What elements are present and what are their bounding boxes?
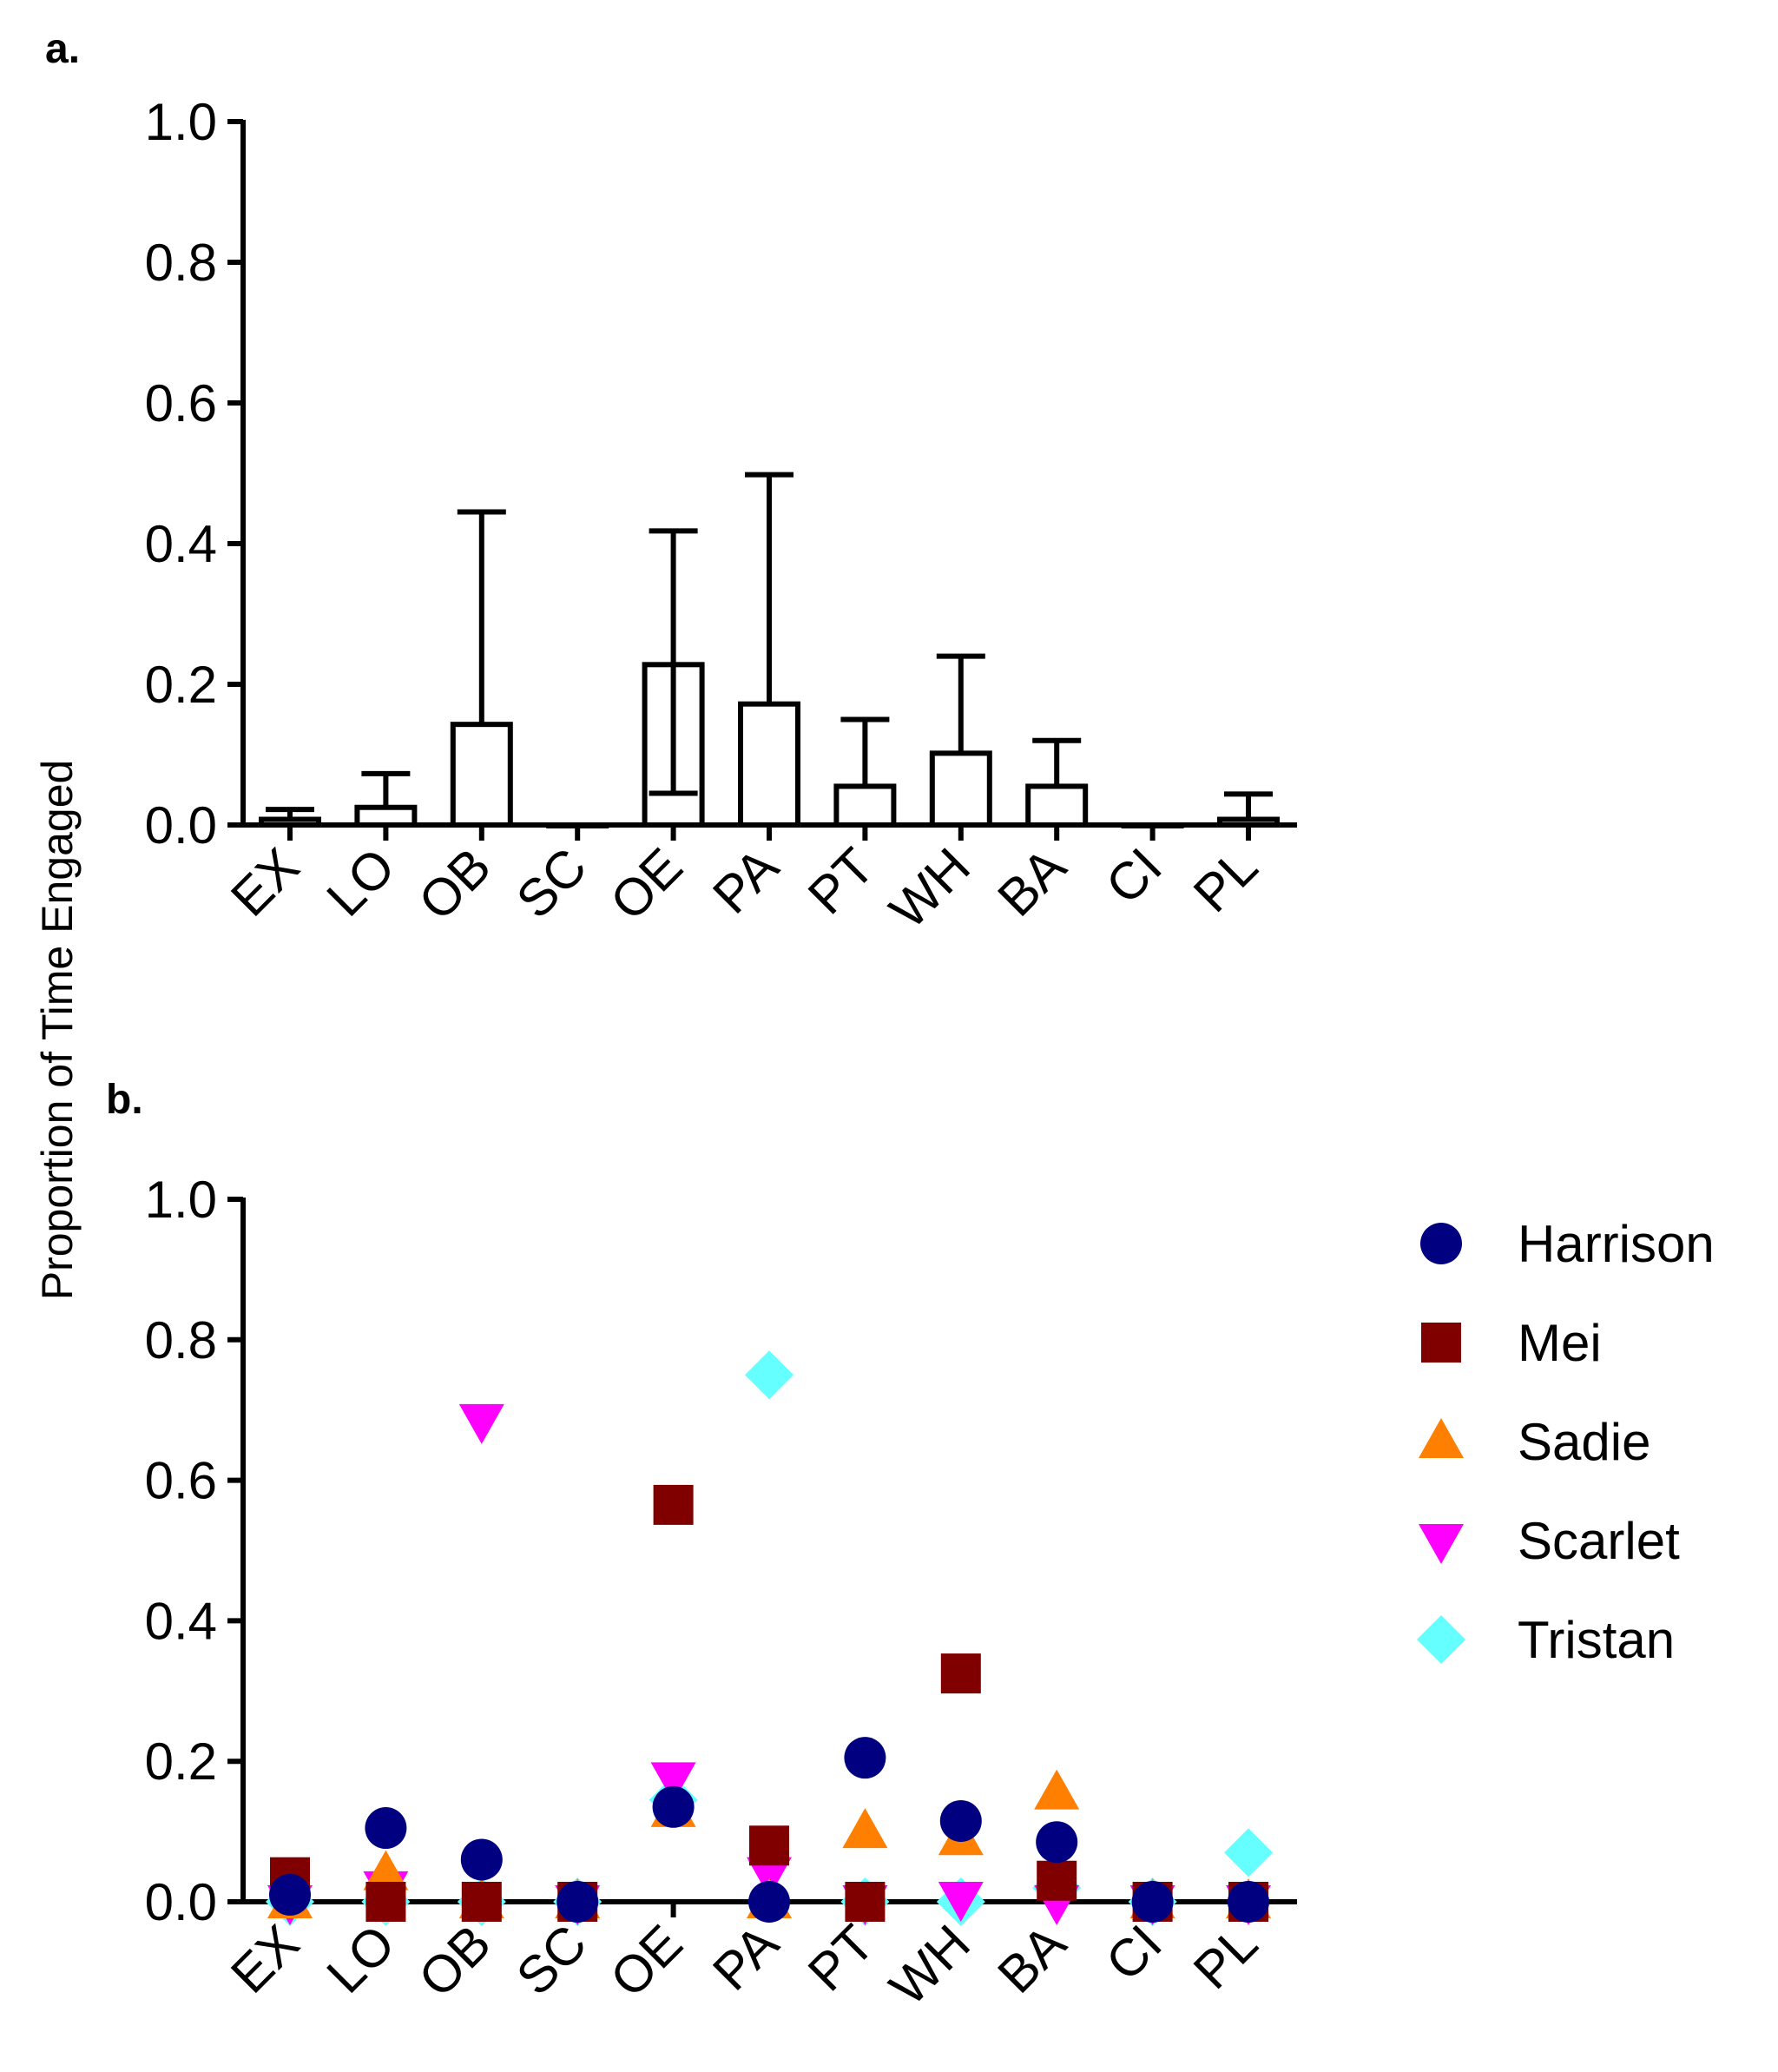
point-mei-OB (461, 1882, 502, 1922)
panel-b-label: b. (106, 1077, 143, 1123)
point-harrison-CI (1131, 1881, 1174, 1923)
legend-label-tristan: Tristan (1518, 1611, 1675, 1669)
legend: Harrison Mei Sadie Scarlet Tristan (1417, 1215, 1715, 1669)
panel-a-category-label: BA (986, 837, 1077, 927)
bar-LO (354, 804, 418, 828)
panel-b-y-tick-label: 0.0 (145, 1873, 217, 1931)
point-sadie-PT (842, 1808, 888, 1849)
bar-CI (1121, 822, 1184, 828)
bar-PL (1217, 816, 1280, 828)
point-harrison-LO (365, 1807, 407, 1850)
legend-label-scarlet: Scarlet (1518, 1512, 1680, 1570)
panel-a-y-tick-label: 0.8 (145, 234, 217, 292)
panel-b-y-tick-label: 1.0 (145, 1171, 217, 1229)
panel-a-category-label: WH (879, 837, 981, 940)
bar-WH (929, 750, 992, 828)
panel-b-category-label: WH (879, 1914, 981, 2016)
legend-marker-mei (1421, 1323, 1461, 1363)
panel-b-y-tick-label: 0.8 (145, 1311, 217, 1369)
bar-OB (450, 722, 513, 828)
panel-b-category-label: SC (505, 1914, 597, 2006)
point-scarlet-PA (747, 1857, 792, 1897)
bar-EX (259, 816, 321, 828)
point-scarlet-WH (938, 1881, 984, 1922)
point-harrison-OE (652, 1785, 695, 1828)
panel-a-category-label: PT (797, 837, 886, 926)
point-mei-OE (653, 1484, 694, 1525)
point-scarlet-OB (458, 1403, 504, 1444)
panel-b-category-label: CI (1095, 1914, 1173, 1992)
panel-a-category-label: OE (599, 837, 694, 932)
panel-b-category-label: OE (599, 1914, 694, 2009)
panel-a-category-label: CI (1095, 837, 1173, 915)
panel-a-y-tick-label: 1.0 (145, 93, 217, 151)
panel-b-category-label: PA (701, 1914, 789, 2002)
bar-SC (546, 822, 609, 828)
point-harrison-SC (556, 1881, 599, 1923)
legend-label-mei: Mei (1518, 1314, 1602, 1372)
panel-a-category-label: SC (505, 837, 597, 929)
point-harrison-PT (844, 1737, 886, 1779)
point-harrison-EX (269, 1873, 311, 1916)
legend-marker-harrison (1420, 1223, 1462, 1264)
point-harrison-PA (748, 1881, 790, 1923)
panel-b-category-label: BA (986, 1914, 1077, 2004)
point-mei-PT (845, 1882, 886, 1922)
point-mei-WH (940, 1653, 981, 1694)
point-mei-BA (1037, 1860, 1077, 1901)
legend-label-sadie: Sadie (1518, 1413, 1650, 1471)
panel-a-category-label: PL (1182, 837, 1268, 923)
panel-a-category-label: PA (701, 837, 789, 925)
panel-a-category-label: OB (407, 837, 502, 932)
bar-PA (738, 701, 800, 828)
point-harrison-BA (1036, 1821, 1078, 1864)
point-harrison-OB (460, 1838, 503, 1881)
panel-b-y-tick-label: 0.2 (145, 1732, 217, 1791)
legend-marker-sadie (1419, 1418, 1464, 1458)
panel-b-y-tick-label: 0.6 (145, 1452, 217, 1510)
point-mei-PA (749, 1825, 789, 1866)
point-tristan-PL (1224, 1828, 1273, 1877)
y-axis-title: Proportion of Time Engaged (33, 760, 82, 1301)
panel-a-category-label: LO (316, 837, 406, 927)
panel-b-category-label: LO (316, 1914, 406, 2004)
panel-b-category-label: EX (220, 1914, 310, 2004)
panel-b-y-tick-label: 0.4 (145, 1592, 217, 1650)
point-harrison-WH (939, 1799, 982, 1842)
point-sadie-LO (363, 1850, 409, 1891)
point-harrison-PL (1228, 1881, 1269, 1923)
panel-a-y-tick-label: 0.6 (145, 374, 217, 432)
point-sadie-BA (1034, 1769, 1080, 1810)
legend-marker-tristan (1417, 1615, 1465, 1664)
panel-a-y-tick-label: 0.2 (145, 656, 217, 714)
panel-b-category-label: PL (1182, 1914, 1268, 2000)
bar-BA (1025, 783, 1089, 828)
panel-a-category-label: EX (220, 837, 310, 927)
point-mei-LO (365, 1882, 406, 1922)
point-tristan-PA (745, 1350, 794, 1400)
legend-marker-scarlet (1419, 1524, 1464, 1564)
bar-PT (833, 783, 897, 828)
panel-a-y-tick-label: 0.0 (145, 796, 217, 855)
legend-label-harrison: Harrison (1518, 1215, 1715, 1273)
point-scarlet-OE (650, 1762, 696, 1803)
panel-a-y-tick-label: 0.4 (145, 515, 217, 573)
panel-a-label: a. (45, 26, 80, 72)
panel-b-category-label: PT (797, 1914, 886, 2003)
panel-b-category-label: OB (407, 1914, 502, 2009)
